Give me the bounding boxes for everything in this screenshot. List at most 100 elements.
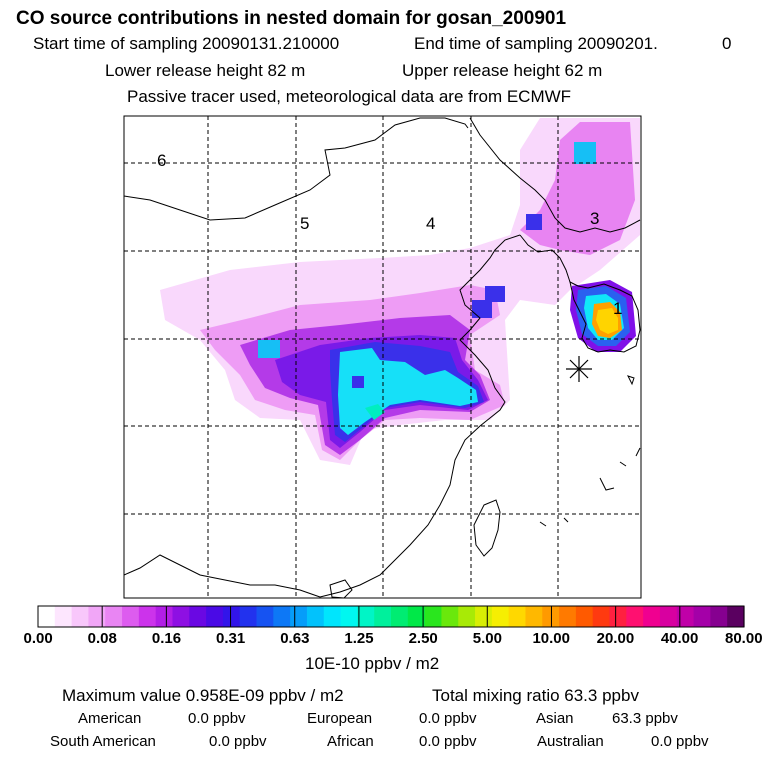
spot-west <box>258 340 280 358</box>
south-american-label: South American <box>50 733 156 750</box>
colorbar-swatch <box>54 606 73 627</box>
colorbar-swatch <box>172 606 190 627</box>
colorbar-swatch <box>138 606 157 627</box>
grid-lines <box>124 116 641 598</box>
australian-value: 0.0 ppbv <box>651 733 709 750</box>
south-american-value: 0.0 ppbv <box>209 733 267 750</box>
colorbar-swatch <box>559 606 577 627</box>
region-label-3: 3 <box>590 209 599 228</box>
colorbar-swatch <box>609 606 627 627</box>
boundary-northeast <box>469 117 641 233</box>
colorbar-tick-label: 0.31 <box>216 630 246 647</box>
max-value: Maximum value 0.958E-09 ppbv / m2 <box>62 686 344 705</box>
colorbar-unit: 10E-10 ppbv / m2 <box>305 654 440 673</box>
colorbar-swatch <box>643 606 661 627</box>
total-mixing-ratio: Total mixing ratio 63.3 ppbv <box>432 686 639 705</box>
colorbar-ticks <box>101 606 681 627</box>
colorbar-swatch <box>290 606 308 627</box>
colorbar-swatch <box>222 606 241 627</box>
australian-label: Australian <box>537 733 604 750</box>
colorbar-swatch <box>525 606 543 627</box>
plume-teal <box>365 404 385 420</box>
colorbar-tick-label: 0.08 <box>87 630 117 647</box>
southwest-border <box>123 554 321 598</box>
colorbar-tick-label: 0.63 <box>280 630 310 647</box>
colorbar-tick-label: 5.00 <box>472 630 502 647</box>
colorbar-swatch <box>626 606 644 627</box>
colorbar-swatch <box>676 606 695 627</box>
colorbar-swatch <box>273 606 291 627</box>
region-label-5: 5 <box>300 214 309 233</box>
colorbar-swatch <box>71 606 90 627</box>
colorbar-swatch <box>659 606 678 627</box>
colorbar-tick-label: 10.00 <box>532 630 570 647</box>
taiwan <box>473 499 501 557</box>
lower-release-height: Lower release height 82 m <box>105 61 306 80</box>
colorbar-swatch <box>727 606 745 627</box>
start-time: Start time of sampling 20090131.210000 <box>33 34 340 53</box>
region-label-6: 6 <box>157 151 166 170</box>
hainan <box>329 579 353 599</box>
colorbar-swatch <box>491 606 510 627</box>
colorbar-swatch <box>374 606 392 627</box>
colorbar-swatch <box>88 606 106 627</box>
colorbar-swatch <box>155 606 174 627</box>
african-label: African <box>327 733 374 750</box>
colorbar-tick-label: 1.25 <box>344 630 374 647</box>
map-title: CO source contributions in nested domain… <box>16 8 567 29</box>
asian-label: Asian <box>536 710 574 727</box>
american-label: American <box>78 710 142 727</box>
colorbar-swatch <box>38 606 56 627</box>
spot-ne-2 <box>574 142 596 164</box>
end-time: End time of sampling 20090201. <box>414 34 658 53</box>
tracer-note: Passive tracer used, meteorological data… <box>127 87 572 106</box>
colorbar-swatch <box>592 606 611 627</box>
colorbar-swatch <box>306 606 325 627</box>
colorbar-swatch <box>256 606 274 627</box>
upper-release-height: Upper release height 62 m <box>402 61 603 80</box>
colorbar-swatch <box>340 606 358 627</box>
colorbar-tick-label: 80.00 <box>725 630 763 647</box>
colorbar-swatch <box>122 606 140 627</box>
colorbar-tick-label: 0.16 <box>151 630 182 647</box>
african-value: 0.0 ppbv <box>419 733 477 750</box>
colorbar-swatch <box>693 606 711 627</box>
colorbar-tick-label: 20.00 <box>596 630 635 647</box>
colorbar-swatch <box>391 606 409 627</box>
colorbar-swatch <box>424 606 443 627</box>
colorbar-tick-label: 2.50 <box>408 630 438 647</box>
colorbar-swatch <box>323 606 342 627</box>
colorbar-swatch <box>206 606 224 627</box>
colorbar-swatch <box>239 606 258 627</box>
end-time-tail: 0 <box>722 34 732 53</box>
korea-coast <box>569 281 641 353</box>
coast-bohai <box>319 234 521 598</box>
colorbar-swatch <box>105 606 123 627</box>
spot-north-1 <box>472 300 492 318</box>
spot-ne-3 <box>352 376 364 388</box>
colorbar-swatch <box>475 606 493 627</box>
japan-islands <box>539 375 641 527</box>
concentration-field <box>160 118 640 465</box>
colorbar-swatch <box>189 606 207 627</box>
colorbar-tick-label: 0.00 <box>23 630 53 647</box>
spot-north-2 <box>485 286 505 302</box>
colorbar-swatch <box>710 606 728 627</box>
colorbar-swatch <box>458 606 476 627</box>
colorbar-swatch <box>407 606 426 627</box>
receptor-marker <box>566 356 592 382</box>
map-frame <box>123 115 642 599</box>
colorbar-swatch <box>575 606 594 627</box>
spot-ne-1 <box>526 214 542 230</box>
region-labels: 6 5 4 3 1 <box>157 151 622 318</box>
colorbar-frame <box>37 605 745 628</box>
asian-value: 63.3 ppbv <box>612 710 678 727</box>
plume-light-north <box>520 122 635 255</box>
american-value: 0.0 ppbv <box>188 710 246 727</box>
colorbar <box>38 606 745 627</box>
colorbar-swatch <box>357 606 375 627</box>
coast-liaodong <box>519 234 571 283</box>
european-value: 0.0 ppbv <box>419 710 477 727</box>
european-label: European <box>307 710 373 727</box>
